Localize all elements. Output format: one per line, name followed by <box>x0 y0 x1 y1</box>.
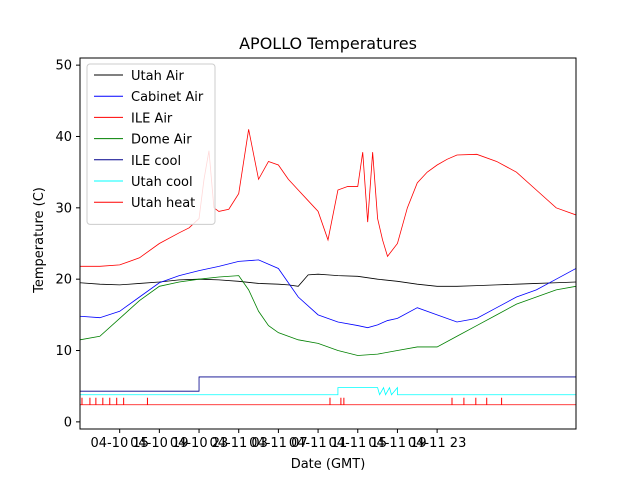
y-tick-label: 0 <box>64 415 72 430</box>
legend-box <box>86 63 216 225</box>
series-line-cabinet-air <box>80 259 576 329</box>
y-tick-label: 40 <box>55 130 72 145</box>
y-tick-label: 10 <box>55 344 72 359</box>
x-tick-label: 04-11 23 <box>408 436 466 451</box>
y-tick-label: 50 <box>55 59 72 74</box>
y-tick-label: 20 <box>55 273 72 288</box>
series-line-ile-cool <box>80 376 576 392</box>
x-tick-label: 04-10 15 <box>90 436 148 451</box>
x-axis-label: Date (GMT) <box>291 457 366 472</box>
legend-label-utah-air: Utah Air <box>131 69 184 84</box>
series-line-dome-air <box>80 275 576 356</box>
y-axis-label: Temperature (C) <box>32 187 47 294</box>
legend-label-ile-cool: ILE cool <box>131 154 181 169</box>
x-tick-label: 04-11 03 <box>209 436 267 451</box>
x-tick-label: 04-11 11 <box>289 436 347 451</box>
series-line-utah-air <box>80 273 576 287</box>
x-tick-label: 04-10 19 <box>130 436 188 451</box>
x-tick-label: 04-11 07 <box>249 436 307 451</box>
legend-label-utah-heat: Utah heat <box>131 196 195 211</box>
y-tick-label: 30 <box>55 201 72 216</box>
series-line-utah-cool <box>80 386 576 396</box>
x-tick-label: 04-11 19 <box>368 436 426 451</box>
x-tick-label: 04-10 23 <box>170 436 228 451</box>
legend-label-cabinet-air: Cabinet Air <box>131 90 204 105</box>
legend-label-dome-air: Dome Air <box>131 133 192 148</box>
legend-label-ile-air: ILE Air <box>131 111 173 126</box>
legend-label-utah-cool: Utah cool <box>131 175 193 190</box>
plot-frame <box>79 57 577 430</box>
chart-title: APOLLO Temperatures <box>239 34 417 53</box>
x-tick-label: 04-11 15 <box>329 436 387 451</box>
